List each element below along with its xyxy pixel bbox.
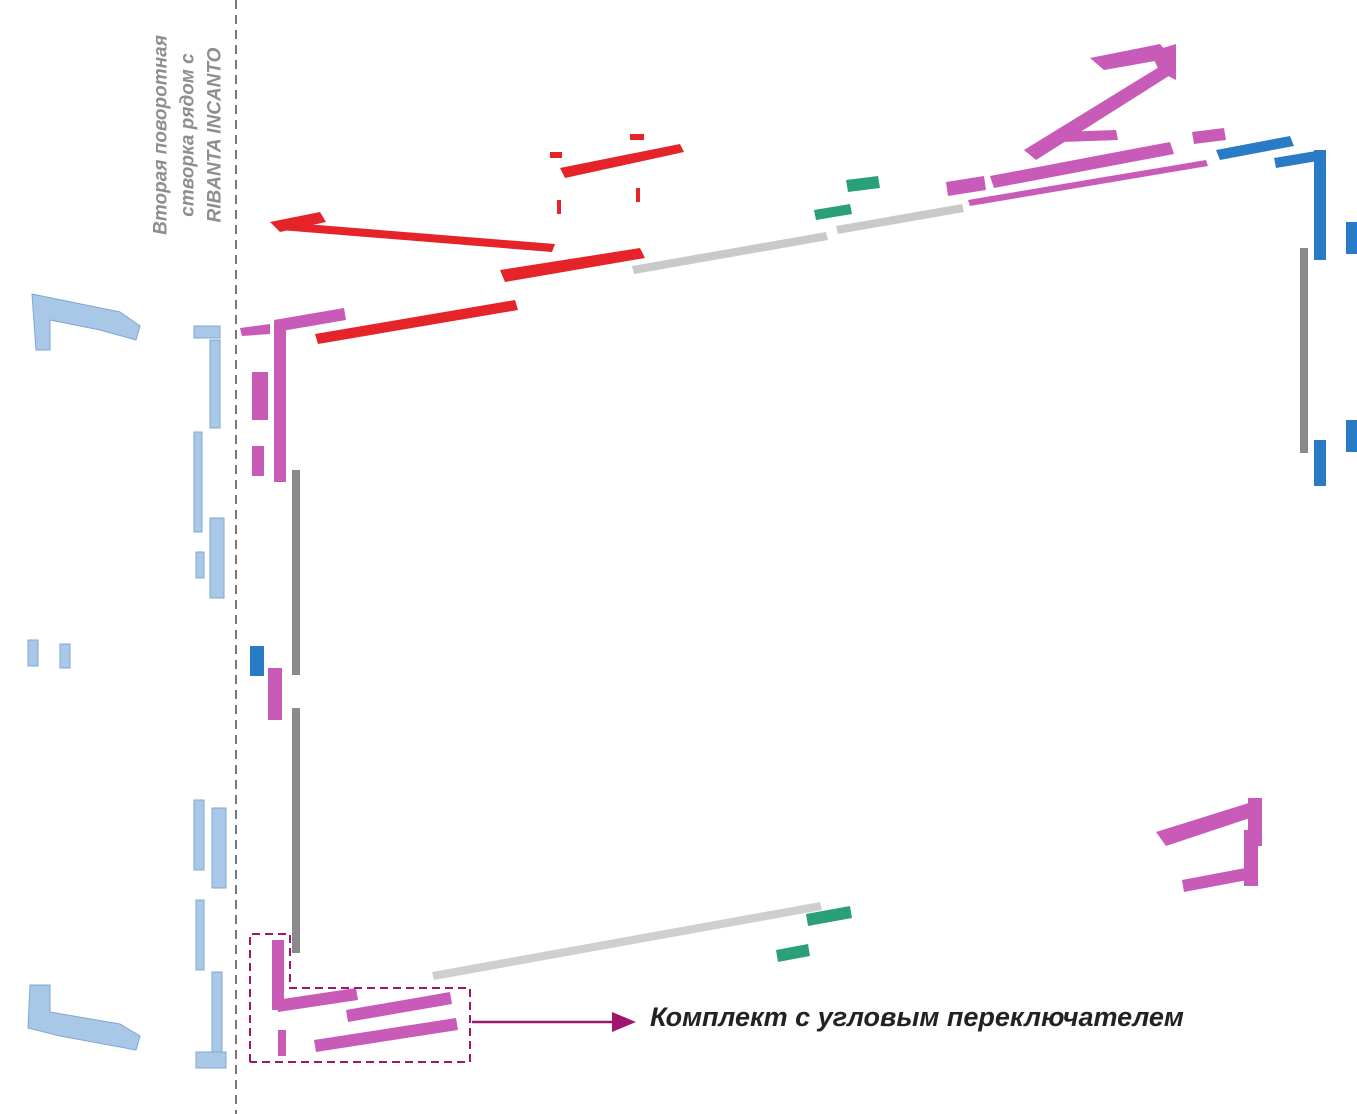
corner-switch-kit-label: Комплект с угловым переключателем (650, 1002, 1184, 1032)
second-sash-label-line-2: створка рядом с (177, 53, 199, 217)
green-parts (776, 176, 880, 962)
second-sash-label-line-1: Вторая поворотная (150, 35, 172, 235)
second-sash-label: Вторая поворотная створка рядом с RIBANT… (148, 0, 229, 270)
blue-parts (250, 136, 1357, 676)
corner-switch-kit-callout (249, 933, 636, 1063)
arrow-right-icon (612, 1012, 636, 1032)
second-sash-label-line-3: RIBANTA INCANTO (204, 47, 226, 223)
gray-bars (292, 204, 1308, 980)
top-red-parts (270, 134, 684, 344)
pink-parts (240, 44, 1262, 1056)
second-sash-parts (27, 293, 227, 1069)
